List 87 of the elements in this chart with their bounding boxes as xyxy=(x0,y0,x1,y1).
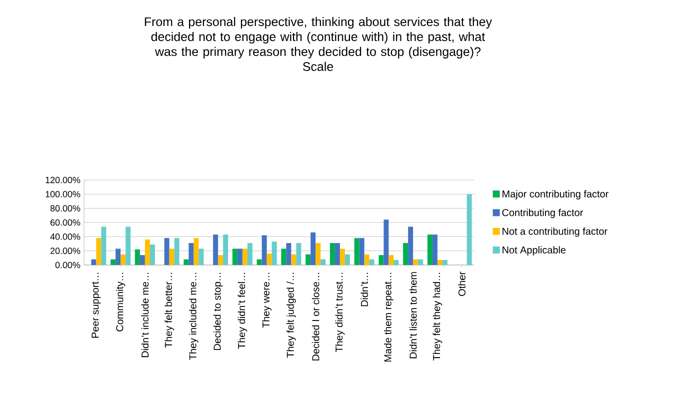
bar xyxy=(384,220,389,265)
bar xyxy=(256,259,262,265)
bar xyxy=(340,248,345,265)
bar xyxy=(194,238,199,265)
bar xyxy=(408,226,414,265)
y-tick-label: 0.00% xyxy=(55,262,80,268)
bar xyxy=(403,243,408,265)
bar xyxy=(466,194,472,265)
bar xyxy=(213,234,218,265)
x-tick-label: Didn’t listen to them xyxy=(409,272,417,358)
x-tick-label: Decided I or close… xyxy=(312,272,320,360)
y-tick-label: 20.00% xyxy=(50,248,80,254)
bar xyxy=(164,238,170,265)
bar xyxy=(184,259,189,265)
y-tick-label: 80.00% xyxy=(50,205,80,212)
bar xyxy=(140,255,145,265)
bar xyxy=(334,243,340,265)
x-tick-label: Didn’t… xyxy=(360,272,368,306)
bar xyxy=(96,238,102,265)
bar xyxy=(223,234,228,265)
x-tick-label: They didn’t feel… xyxy=(238,272,248,349)
x-tick-label: They felt better… xyxy=(164,272,174,348)
bar xyxy=(188,243,194,265)
x-tick-label: Community… xyxy=(116,272,126,332)
bar xyxy=(247,243,252,265)
bar xyxy=(369,259,374,265)
x-tick-label: They felt judged /… xyxy=(286,272,296,358)
bar xyxy=(218,255,224,265)
x-tick-label: Didn’t include me… xyxy=(141,272,149,358)
y-tick-label: 100.00% xyxy=(46,190,80,198)
bar xyxy=(291,254,296,265)
bar xyxy=(427,234,432,265)
bar xyxy=(169,248,174,265)
y-tick-label: 40.00% xyxy=(50,233,80,240)
legend-label: Major contributing factor xyxy=(502,190,608,200)
bar xyxy=(120,254,126,265)
bar xyxy=(110,259,116,265)
x-tick-label: Decided to stop… xyxy=(213,272,223,350)
x-tick-label: They were… xyxy=(262,272,272,328)
bar xyxy=(344,254,350,265)
bar xyxy=(134,249,140,265)
bar xyxy=(237,248,242,265)
bar xyxy=(316,243,321,265)
bar xyxy=(330,243,335,265)
bar xyxy=(232,248,238,265)
bar xyxy=(91,259,96,265)
bar xyxy=(320,259,326,265)
bar xyxy=(378,255,384,265)
legend-label: Contributing factor xyxy=(502,208,584,218)
bar xyxy=(388,255,394,265)
bar xyxy=(354,238,360,265)
x-tick-label: They included me… xyxy=(189,272,198,360)
bar xyxy=(432,234,438,265)
chart-subtitle: Scale xyxy=(302,62,334,71)
y-tick-label: 120.00% xyxy=(46,176,80,184)
bar xyxy=(310,232,316,265)
bar xyxy=(150,244,155,265)
y-tick-label: 60.00% xyxy=(50,219,80,226)
bar xyxy=(437,260,442,265)
bar xyxy=(306,254,311,265)
bar xyxy=(262,235,267,265)
bar xyxy=(144,240,150,265)
chart-title: From a personal perspective, thinking about services that they decided not to engage with (continue with) in the past, what was the primary reason they decided to stop (disengage)? xyxy=(144,17,492,58)
bar xyxy=(116,248,121,265)
bar xyxy=(242,248,248,265)
x-tick-label: Other xyxy=(458,272,466,296)
bar xyxy=(418,259,424,265)
x-tick-label: They didn’t trust… xyxy=(335,272,345,352)
bar xyxy=(394,260,399,265)
legend-label: Not Applicable xyxy=(502,246,566,256)
bar xyxy=(286,243,292,265)
legend-label: Not a contributing factor xyxy=(502,227,608,237)
bar xyxy=(296,243,302,265)
x-tick-label: They felt they had… xyxy=(432,272,442,360)
bar xyxy=(413,259,418,265)
bar xyxy=(198,248,204,265)
bar xyxy=(272,242,277,265)
bar xyxy=(174,238,180,265)
x-tick-label: Peer support… xyxy=(92,272,101,338)
bar xyxy=(281,248,286,265)
bar xyxy=(126,226,131,265)
bar xyxy=(101,226,106,265)
bar xyxy=(266,254,272,265)
bar xyxy=(359,238,364,265)
bar xyxy=(442,260,448,265)
bar xyxy=(364,254,370,265)
x-tick-label: Made them repeat… xyxy=(384,272,394,362)
